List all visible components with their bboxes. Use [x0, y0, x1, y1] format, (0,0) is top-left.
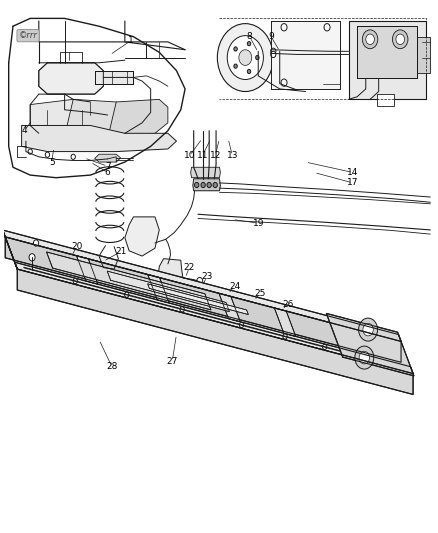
Circle shape — [354, 346, 373, 369]
Polygon shape — [417, 37, 429, 73]
Text: 7: 7 — [105, 161, 110, 171]
Polygon shape — [95, 71, 133, 84]
Circle shape — [280, 79, 286, 86]
Circle shape — [322, 344, 326, 350]
Circle shape — [71, 154, 75, 159]
Polygon shape — [190, 167, 220, 177]
Circle shape — [194, 182, 198, 188]
Text: 23: 23 — [201, 272, 212, 281]
Circle shape — [45, 152, 49, 157]
Text: 14: 14 — [346, 168, 358, 177]
Circle shape — [201, 182, 205, 188]
Circle shape — [33, 240, 39, 246]
Polygon shape — [158, 259, 183, 286]
Circle shape — [365, 34, 374, 45]
Polygon shape — [3, 230, 400, 342]
Circle shape — [392, 30, 407, 49]
Circle shape — [362, 324, 372, 336]
Text: 27: 27 — [166, 357, 177, 366]
Circle shape — [239, 322, 243, 328]
Circle shape — [358, 318, 377, 341]
Polygon shape — [271, 21, 339, 89]
Text: 22: 22 — [184, 263, 194, 272]
Circle shape — [233, 64, 237, 68]
Polygon shape — [192, 179, 220, 191]
Text: 20: 20 — [71, 242, 82, 251]
Text: 28: 28 — [106, 362, 117, 372]
Polygon shape — [46, 252, 210, 310]
Polygon shape — [21, 125, 176, 151]
Polygon shape — [3, 230, 17, 269]
Circle shape — [358, 351, 369, 364]
Text: ©rrr: ©rrr — [18, 31, 37, 40]
Polygon shape — [30, 99, 99, 136]
Text: 13: 13 — [226, 151, 237, 160]
Polygon shape — [357, 26, 417, 78]
Text: 17: 17 — [346, 179, 358, 188]
Polygon shape — [107, 99, 167, 139]
Polygon shape — [219, 293, 240, 322]
Circle shape — [238, 50, 251, 66]
Polygon shape — [147, 284, 248, 314]
Circle shape — [196, 278, 202, 285]
Text: 9: 9 — [268, 32, 273, 41]
Circle shape — [247, 69, 250, 74]
Text: 5: 5 — [49, 158, 54, 166]
Circle shape — [255, 55, 258, 60]
Text: 11: 11 — [196, 151, 208, 160]
Polygon shape — [15, 262, 412, 374]
Polygon shape — [274, 308, 295, 336]
Circle shape — [395, 34, 403, 45]
Polygon shape — [17, 269, 412, 394]
Polygon shape — [148, 274, 169, 303]
Text: 25: 25 — [254, 289, 265, 298]
Circle shape — [180, 306, 184, 312]
Text: 19: 19 — [252, 219, 263, 228]
Text: 8: 8 — [246, 32, 252, 41]
Circle shape — [247, 42, 250, 46]
Text: 26: 26 — [282, 300, 293, 309]
Circle shape — [270, 51, 275, 58]
Circle shape — [207, 182, 211, 188]
Polygon shape — [124, 217, 159, 256]
Polygon shape — [76, 256, 98, 284]
Circle shape — [29, 254, 35, 261]
Text: 10: 10 — [183, 151, 194, 160]
Circle shape — [217, 23, 272, 92]
Polygon shape — [107, 271, 229, 312]
Text: 4: 4 — [21, 126, 27, 135]
Text: 12: 12 — [209, 151, 220, 160]
Text: 6: 6 — [105, 168, 110, 177]
Polygon shape — [64, 99, 146, 139]
Circle shape — [212, 182, 217, 188]
Circle shape — [28, 149, 32, 154]
Circle shape — [227, 36, 263, 79]
Circle shape — [361, 30, 377, 49]
Circle shape — [270, 48, 275, 54]
FancyBboxPatch shape — [376, 94, 393, 106]
Polygon shape — [325, 313, 413, 376]
Text: 21: 21 — [115, 247, 126, 256]
Circle shape — [73, 279, 77, 284]
Circle shape — [323, 23, 329, 31]
Polygon shape — [348, 21, 425, 99]
Polygon shape — [39, 63, 103, 94]
Circle shape — [124, 292, 129, 297]
Circle shape — [280, 23, 286, 31]
Polygon shape — [5, 237, 400, 362]
Circle shape — [233, 47, 237, 51]
Circle shape — [282, 334, 286, 339]
Text: 1: 1 — [128, 36, 134, 45]
Text: 24: 24 — [228, 282, 240, 291]
Polygon shape — [95, 154, 120, 162]
